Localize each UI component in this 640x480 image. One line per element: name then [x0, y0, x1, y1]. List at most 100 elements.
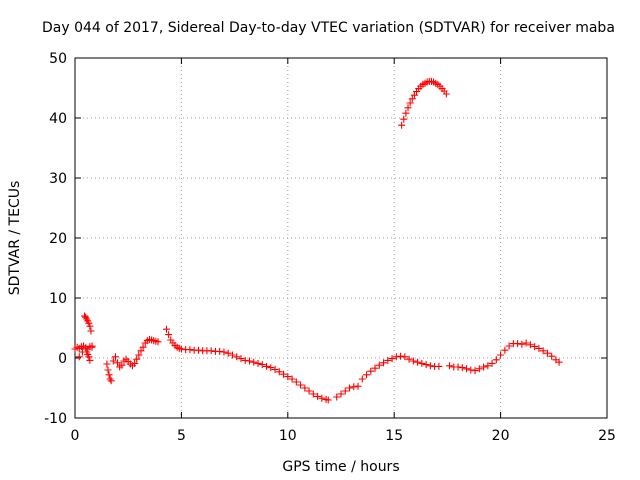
data-point [405, 355, 413, 363]
data-point [301, 384, 309, 392]
data-point [237, 355, 245, 363]
data-point [363, 371, 371, 379]
data-point [435, 362, 443, 370]
data-point [467, 366, 475, 374]
y-axis-label: SDTVAR / TECUs [7, 181, 23, 296]
data-point [250, 358, 258, 366]
data-point [88, 342, 96, 350]
data-point [105, 371, 113, 379]
data-point [480, 363, 488, 371]
data-point [314, 392, 322, 400]
y-tick-label: 50 [49, 51, 67, 67]
data-point [410, 91, 418, 99]
data-point [165, 331, 173, 339]
data-point [535, 344, 543, 352]
data-point [103, 360, 111, 368]
x-tick-label: 20 [492, 428, 510, 444]
data-point [458, 364, 466, 372]
data-point [514, 340, 522, 348]
data-point [384, 356, 392, 364]
data-point [109, 357, 117, 365]
data-point [233, 353, 241, 361]
data-point [258, 361, 266, 369]
data-points [71, 77, 563, 404]
data-point [371, 364, 379, 372]
data-point [297, 381, 305, 389]
y-tick-label: 20 [49, 231, 67, 247]
data-point [186, 346, 194, 354]
data-point [471, 367, 479, 375]
data-point [318, 394, 326, 402]
data-point [388, 355, 396, 363]
data-point [114, 359, 122, 367]
grid [75, 58, 607, 418]
data-point [263, 362, 271, 370]
x-tick-label: 0 [71, 428, 80, 444]
data-point [518, 340, 526, 348]
data-point [111, 353, 119, 361]
data-point [288, 375, 296, 383]
data-point [85, 353, 93, 361]
x-tick-label: 15 [385, 428, 403, 444]
data-point [404, 104, 412, 112]
data-point [346, 384, 354, 392]
data-point [154, 338, 162, 346]
data-point [380, 359, 388, 367]
data-point [135, 351, 143, 359]
data-point [139, 343, 147, 351]
data-point [402, 109, 410, 117]
data-point [409, 357, 417, 365]
chart-title: Day 044 of 2017, Sidereal Day-to-day VTE… [42, 20, 615, 36]
data-point [543, 349, 551, 357]
data-point [531, 343, 539, 351]
data-point [267, 364, 275, 372]
data-point [492, 356, 500, 364]
data-point [555, 358, 563, 366]
data-point [271, 365, 279, 373]
data-point [497, 351, 505, 359]
data-point [333, 393, 341, 401]
data-point [254, 359, 262, 367]
data-point [505, 342, 513, 350]
x-tick-label: 5 [177, 428, 186, 444]
data-point [163, 325, 171, 333]
data-point [341, 387, 349, 395]
data-point [75, 353, 83, 361]
x-tick-label: 25 [598, 428, 616, 444]
data-point [324, 396, 332, 404]
data-point [280, 370, 288, 378]
data-point [133, 355, 141, 363]
data-point [446, 362, 454, 370]
data-point [305, 387, 313, 395]
y-tick-label: 30 [49, 171, 67, 187]
x-tick-label: 10 [279, 428, 297, 444]
data-point [337, 390, 345, 398]
data-point [220, 348, 228, 356]
data-point [241, 356, 249, 364]
data-point [86, 322, 94, 330]
data-point [501, 346, 509, 354]
data-point [526, 341, 534, 349]
data-point [406, 99, 414, 107]
y-tick-label: 0 [58, 351, 67, 367]
data-point [87, 327, 95, 335]
data-point [292, 378, 300, 386]
data-point [350, 383, 358, 391]
data-point [463, 365, 471, 373]
data-point [367, 367, 375, 375]
data-point [408, 95, 416, 103]
data-point [104, 366, 112, 374]
data-point [137, 347, 145, 355]
data-point [177, 345, 185, 353]
data-point [488, 359, 496, 367]
data-point [442, 90, 450, 98]
data-point [131, 359, 139, 367]
data-point [397, 352, 405, 360]
data-point [454, 363, 462, 371]
data-point [484, 362, 492, 370]
data-point [401, 353, 409, 361]
data-point [422, 361, 430, 369]
